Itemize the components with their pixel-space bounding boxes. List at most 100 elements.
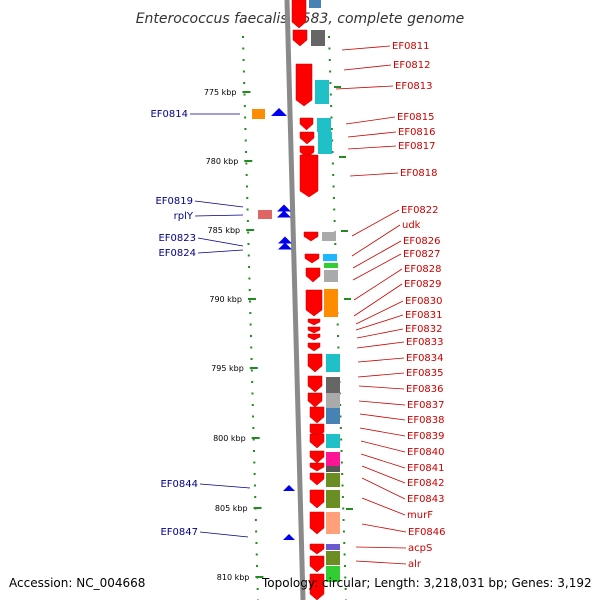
left-gene-label: EF0844 [160,479,198,490]
left-tick-dot [245,162,248,165]
right-tick-dot [344,588,347,590]
reverse-gene-arrow [283,534,295,540]
forward-gene-arrow [309,472,325,486]
forward-gene-arrow [299,154,319,198]
right-gene-label: EF0832 [405,324,443,335]
reverse-gene-arrow [278,242,292,250]
scale-ticks: 775 kbp 780 kbp 785 kbp 790 kbp 795 kbp 800 k… [204,88,264,582]
right-gene-label: udk [402,220,421,231]
right-tick-dot [341,484,344,487]
gene-block [326,544,340,550]
right-gene-label: murF [407,510,433,521]
left-tick-dot [249,335,252,337]
left-leader-lines [190,113,251,538]
scale-tick-label: 795 kbp [211,364,244,373]
gene-block [326,452,340,466]
left-tick-dot [245,151,248,153]
left-tick-dot [253,461,256,464]
gene-block [326,434,340,448]
gene-block [315,80,329,104]
forward-gene-arrow [303,231,319,242]
left-tick-dot [243,105,246,107]
left-tick-dot [250,369,253,372]
right-tick-dot [339,415,342,418]
gene-block [324,263,338,268]
right-gene-label: EF0842 [407,478,445,489]
forward-gene-arrow [305,289,323,317]
left-tick-dot [248,289,251,291]
scale-tick-label: 775 kbp [204,88,237,97]
right-leader-line [343,64,392,71]
gene-block [317,118,331,132]
right-leader-line [361,523,407,533]
left-tick-dot [248,277,251,280]
left-tick-dot [246,197,249,199]
forward-gene-arrow [309,462,325,472]
left-tick-dot [255,530,258,533]
left-tick-dot [242,70,245,73]
left-gene-label: EF0814 [150,109,188,120]
right-tick-dot [341,473,344,475]
left-tick-dot [241,36,244,38]
right-gene-label: EF0835 [406,368,444,379]
left-gene-label: rplY [174,211,194,222]
right-gene-label: EF0813 [395,81,433,92]
gene-block [326,377,340,393]
right-tick-dot [331,151,334,153]
right-tick-dot [339,427,342,429]
right-leader-line [360,440,406,453]
reverse-gene-arrow [271,108,287,116]
right-leader-line [358,385,405,390]
scale-tick-label: 790 kbp [209,295,242,304]
right-gene-label: EF0836 [406,384,444,395]
right-tick-dot [343,542,346,544]
right-tick-dot [332,185,335,188]
left-tick-dot [246,208,249,211]
gene-block [322,232,336,241]
right-gene-label: alr [408,559,422,570]
left-gene-label: EF0819 [155,196,193,207]
left-tick-dot [244,139,247,142]
forward-gene-arrow [304,253,320,264]
forward-gene-arrow [309,543,325,555]
right-gene-labels: EF0811 EF0812 EF0813 EF0815 EF0816 EF0817 EF08… [392,41,446,570]
right-leader-line [351,209,400,237]
left-tick-dot [251,392,254,395]
right-leader-line [356,328,404,339]
forward-gene-arrow [309,489,325,509]
right-gene-label: EF0834 [406,353,444,364]
scale-tick-label: 805 kbp [215,504,248,513]
gene-block [258,210,272,219]
reverse-gene-arrow [277,204,291,212]
left-tick-dot [245,174,248,176]
forward-gene-arrow [299,117,314,131]
right-tick-dot [340,438,343,441]
left-tick-dot [247,254,250,257]
forward-gene-arrow [307,318,321,326]
right-leader-line [353,268,403,301]
right-tick-dot [343,565,346,567]
right-leader-line [347,131,397,138]
right-tick-dot [341,496,344,498]
right-leader-line [360,453,406,469]
left-leader-line [194,214,244,217]
gene-block [318,132,332,154]
right-leader-line [349,172,399,177]
right-gene-label: EF0827 [403,249,441,260]
right-tick-dot [330,128,333,130]
left-tick-dot [252,438,255,441]
forward-gene-arrow [305,267,321,283]
gene-block [326,551,340,565]
right-gene-label: EF0831 [405,310,443,321]
forward-gene-arrow [295,63,313,107]
left-tick-dot [255,542,258,544]
right-leader-line [355,314,404,331]
right-gene-label: acpS [408,543,432,554]
left-tick-dot [250,358,253,360]
right-tick-dot [328,59,331,61]
left-tick-dot [245,185,248,188]
gene-block [326,566,340,582]
gene-block [309,0,321,8]
right-leader-line [353,283,403,317]
forward-gene-arrow [307,342,321,352]
